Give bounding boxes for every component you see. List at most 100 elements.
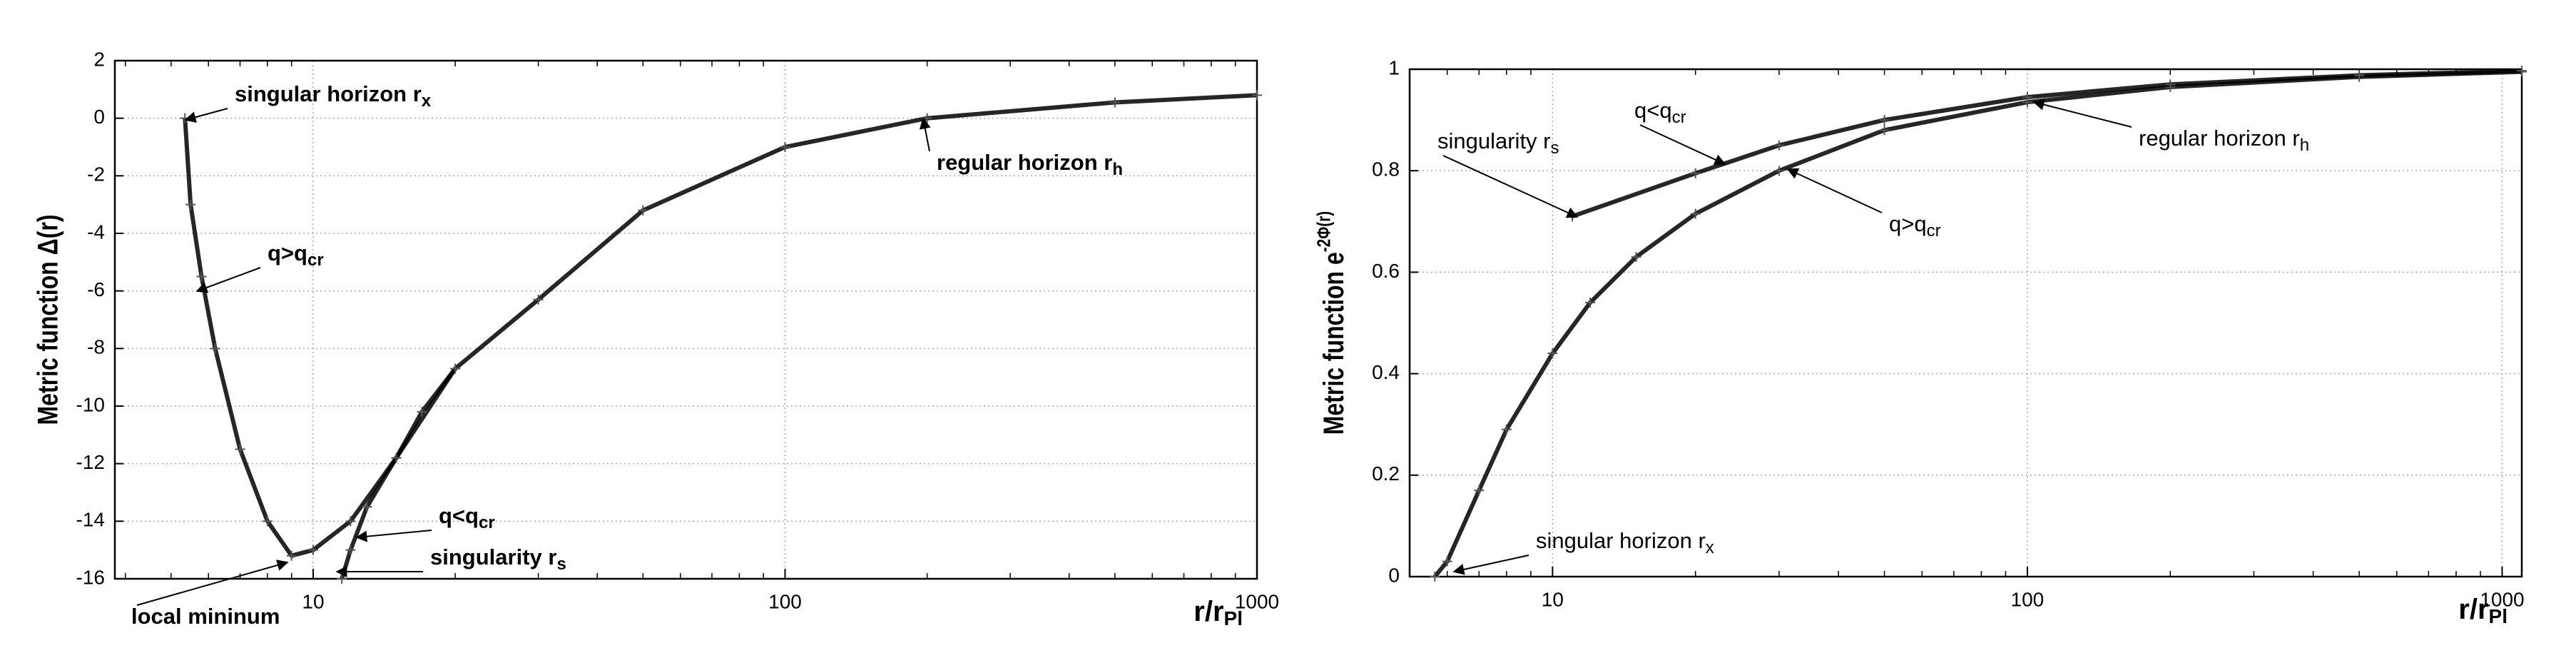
- annotation-arrow: [1452, 555, 1529, 575]
- y-tick-label: -2: [87, 163, 105, 186]
- data-point: [2165, 79, 2176, 90]
- data-point: [185, 199, 196, 210]
- annotation: singular horizon rx: [235, 81, 432, 111]
- y-tick-label: -12: [76, 451, 105, 473]
- x-axis-label-sub: Pl: [2489, 605, 2508, 627]
- data-point: [638, 205, 648, 216]
- x-tick-label: 10: [1542, 588, 1564, 610]
- y-tick-label: -16: [76, 566, 105, 588]
- x-axis-label: r/rPl: [2458, 594, 2508, 628]
- annotation-text: singular horizon r: [1536, 528, 1706, 553]
- annotation: q>qcr: [268, 241, 324, 270]
- annotation-text: local mininum: [131, 604, 280, 629]
- annotation: q<qcr: [1634, 98, 1686, 127]
- y-axis-label: Metric function e-2Φ(r): [1314, 211, 1350, 435]
- annotation-text: q<q: [1634, 98, 1672, 123]
- x-tick-label: 1000: [2480, 588, 2524, 610]
- y-tick-label: 0.8: [1372, 158, 1400, 181]
- annotation: local mininum: [131, 604, 280, 629]
- x-axis-label-text: r/r: [2458, 594, 2488, 625]
- annotation: regular horizon rh: [2139, 126, 2309, 155]
- annotation-arrow: [195, 267, 261, 293]
- x-axis-label: r/rPl: [1193, 596, 1243, 630]
- data-point: [196, 271, 207, 282]
- annotation-arrow: [1442, 155, 1579, 218]
- x-axis-label-sub: Pl: [1224, 607, 1243, 629]
- data-point: [391, 452, 402, 463]
- y-tick-label: -10: [76, 393, 105, 415]
- annotation-text: regular horizon r: [2139, 126, 2300, 151]
- annotation-sub: cr: [1672, 108, 1686, 127]
- x-tick-label: 100: [2011, 588, 2045, 610]
- y-tick-label: -4: [87, 221, 105, 243]
- annotation-arrow: [355, 530, 432, 542]
- data-point: [417, 407, 427, 417]
- data-point: [1547, 348, 1558, 359]
- y-tick-label: 2: [93, 48, 105, 70]
- annotation: singularity rs: [1437, 128, 1559, 158]
- data-point: [1773, 140, 1784, 151]
- data-point: [307, 545, 318, 555]
- data-point: [286, 550, 297, 561]
- annotation-sub: cr: [1927, 221, 1941, 241]
- data-point: [210, 343, 220, 354]
- data-point: [1252, 90, 1262, 101]
- data-point: [362, 502, 372, 512]
- y-axis-label-sup: -2Φ(r): [1314, 211, 1335, 252]
- annotation-text: regular horizon r: [937, 150, 1112, 175]
- y-axis-label-text: Metric function e: [1317, 252, 1349, 435]
- annotation-arrow: [1639, 124, 1726, 166]
- annotation-sub: cr: [307, 250, 324, 270]
- y-tick-label: 1: [1388, 56, 1400, 79]
- annotation-text: singularity r: [1437, 128, 1551, 153]
- annotation-text: singularity r: [430, 545, 556, 570]
- y-tick-label: 0.6: [1372, 260, 1400, 282]
- data-point: [345, 545, 356, 555]
- data-point: [2354, 70, 2365, 81]
- data-point: [2517, 66, 2527, 76]
- data-point: [235, 444, 245, 455]
- annotation-sub: s: [556, 555, 566, 574]
- y-tick-label: -14: [76, 509, 105, 531]
- y-tick-label: -8: [87, 336, 105, 358]
- data-point: [450, 363, 461, 374]
- data-point: [1631, 252, 1641, 263]
- y-tick-label: 0: [1388, 564, 1400, 586]
- annotation: q<qcr: [439, 503, 495, 532]
- data-point: [1430, 572, 1440, 582]
- data-point: [1690, 208, 1701, 219]
- annotation-sub: x: [1706, 538, 1714, 557]
- data-point: [1773, 166, 1784, 176]
- annotation-sub: h: [2300, 136, 2309, 155]
- data-point: [533, 294, 544, 305]
- annotation-arrow: [136, 560, 289, 606]
- y-tick-label: 0.2: [1372, 462, 1400, 485]
- data-point: [1109, 97, 1120, 108]
- data-point: [180, 113, 190, 123]
- data-point: [1585, 298, 1596, 308]
- y-axis-label: Metric function Δ(r): [31, 215, 63, 425]
- annotation-sub: x: [422, 91, 432, 111]
- y-tick-label: 0.4: [1372, 361, 1400, 383]
- data-point: [1690, 168, 1701, 178]
- annotation: q>qcr: [1889, 211, 1941, 241]
- series-line: [1571, 69, 2522, 219]
- x-axis-label-text: r/r: [1193, 596, 1223, 627]
- annotation-arrow: [1786, 168, 1883, 213]
- data-point: [1879, 125, 1890, 136]
- data-point: [2022, 92, 2032, 103]
- annotation: regular horizon rh: [937, 150, 1123, 179]
- data-point: [262, 516, 273, 527]
- annotation-arrow: [919, 117, 931, 152]
- annotation-text: q<q: [439, 503, 479, 528]
- annotation-text: q>q: [268, 241, 307, 265]
- data-point: [780, 142, 790, 152]
- y-tick-label: 0: [93, 106, 105, 128]
- annotation-arrow: [2032, 98, 2132, 128]
- data-point: [345, 516, 356, 527]
- annotation-sub: s: [1551, 138, 1559, 158]
- annotation: singularity rs: [430, 545, 566, 574]
